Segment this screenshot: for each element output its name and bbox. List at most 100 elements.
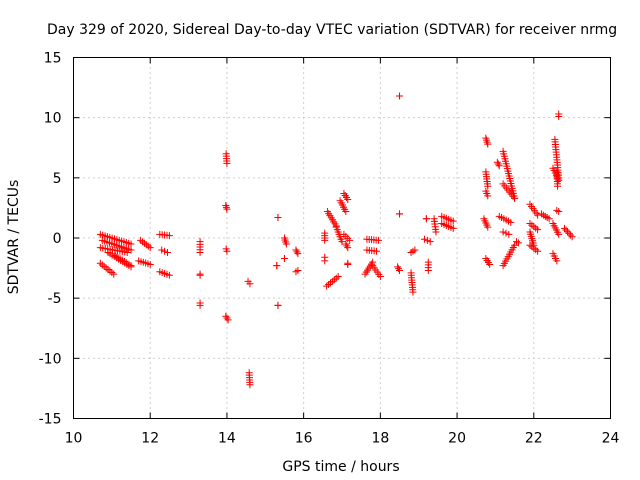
data-point bbox=[223, 247, 231, 255]
data-point bbox=[165, 232, 173, 240]
data-point bbox=[344, 244, 352, 252]
data-point bbox=[223, 314, 231, 322]
data-point bbox=[123, 248, 131, 256]
data-point bbox=[493, 158, 501, 166]
y-tick-label: 5 bbox=[53, 171, 62, 187]
data-point bbox=[534, 226, 542, 234]
data-point bbox=[396, 92, 404, 100]
data-point bbox=[530, 244, 538, 252]
data-point bbox=[325, 281, 333, 289]
data-point bbox=[526, 220, 534, 228]
data-point bbox=[96, 259, 104, 267]
data-point bbox=[321, 257, 329, 265]
data-point bbox=[108, 269, 116, 277]
data-point bbox=[528, 243, 536, 251]
y-tick-label: -10 bbox=[39, 351, 62, 367]
x-tick-label: 18 bbox=[371, 431, 389, 447]
y-tick-labels: -15 -10 -5 0 5 10 15 bbox=[39, 51, 62, 428]
data-point bbox=[396, 210, 404, 218]
data-point bbox=[222, 202, 230, 210]
data-point bbox=[373, 247, 381, 255]
data-point bbox=[165, 271, 173, 279]
x-tick-label: 22 bbox=[525, 431, 543, 447]
x-axis-label: GPS time / hours bbox=[282, 459, 399, 475]
data-point bbox=[568, 233, 576, 241]
x-tick-label: 24 bbox=[602, 431, 620, 447]
data-point bbox=[106, 267, 114, 275]
data-point bbox=[280, 254, 288, 262]
data-point bbox=[449, 224, 457, 232]
x-tick-label: 10 bbox=[65, 431, 83, 447]
y-tick-label: 10 bbox=[44, 111, 62, 127]
data-point bbox=[343, 242, 351, 250]
data-point bbox=[560, 224, 568, 232]
data-point bbox=[565, 229, 573, 237]
data-point bbox=[484, 223, 492, 231]
chart-title: Day 329 of 2020, Sidereal Day-to-day VTE… bbox=[47, 22, 617, 38]
y-tick-label: -5 bbox=[48, 291, 62, 307]
data-point bbox=[222, 203, 230, 211]
data-point bbox=[294, 266, 302, 274]
data-point bbox=[562, 226, 570, 234]
plot-frame bbox=[73, 57, 611, 419]
data-point bbox=[528, 221, 536, 229]
data-points bbox=[96, 92, 576, 389]
data-point bbox=[422, 215, 430, 223]
data-point bbox=[326, 279, 334, 287]
data-point bbox=[328, 277, 336, 285]
x-tick-label: 14 bbox=[218, 431, 236, 447]
data-point bbox=[545, 215, 553, 223]
data-point bbox=[514, 239, 522, 247]
y-axis-label: SDTVAR / TECUs bbox=[6, 180, 22, 295]
y-tick-label: 15 bbox=[44, 51, 62, 67]
data-point bbox=[332, 274, 340, 282]
data-point bbox=[224, 316, 232, 324]
data-point bbox=[346, 236, 354, 244]
x-tick-label: 12 bbox=[141, 431, 159, 447]
data-point bbox=[342, 208, 350, 216]
data-point bbox=[484, 140, 492, 148]
data-point bbox=[449, 217, 457, 225]
data-point bbox=[423, 236, 431, 244]
data-point bbox=[127, 240, 135, 248]
data-point bbox=[507, 218, 515, 226]
data-point bbox=[344, 195, 352, 203]
data-point bbox=[511, 194, 519, 202]
data-point bbox=[513, 238, 521, 246]
data-point bbox=[534, 247, 542, 255]
data-point bbox=[394, 263, 402, 271]
x-tick-labels: 10 12 14 16 18 20 22 24 bbox=[65, 431, 620, 447]
data-point bbox=[553, 206, 561, 214]
data-point bbox=[484, 182, 492, 190]
data-point bbox=[102, 264, 110, 272]
data-point bbox=[127, 262, 135, 270]
data-point bbox=[530, 223, 538, 231]
data-point bbox=[411, 246, 419, 254]
data-point bbox=[146, 244, 154, 252]
data-point bbox=[127, 246, 135, 254]
data-point bbox=[567, 231, 575, 239]
data-point bbox=[294, 250, 302, 258]
data-point bbox=[196, 301, 204, 309]
data-point bbox=[555, 112, 563, 120]
data-point bbox=[374, 236, 382, 244]
data-point bbox=[246, 280, 254, 288]
data-point bbox=[424, 266, 432, 274]
data-point bbox=[321, 236, 329, 244]
data-point bbox=[222, 312, 230, 320]
data-point bbox=[196, 271, 204, 279]
data-point bbox=[555, 230, 563, 238]
data-point bbox=[555, 208, 563, 216]
data-point bbox=[274, 301, 282, 309]
y-tick-label: 0 bbox=[53, 231, 62, 247]
data-point bbox=[292, 268, 300, 276]
data-point bbox=[292, 246, 300, 254]
data-point bbox=[511, 241, 519, 249]
data-point bbox=[532, 246, 540, 254]
data-point bbox=[396, 266, 404, 274]
data-point bbox=[420, 235, 428, 243]
data-point bbox=[554, 182, 562, 190]
data-point bbox=[494, 160, 502, 168]
data-point bbox=[432, 228, 440, 236]
